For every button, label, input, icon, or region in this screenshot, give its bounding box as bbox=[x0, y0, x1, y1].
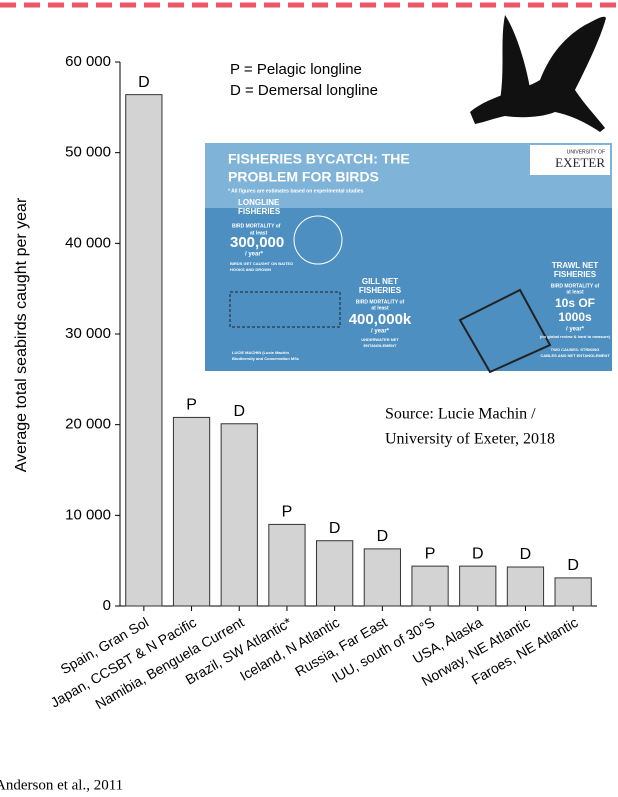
bird-wing bbox=[500, 15, 530, 100]
trawl-net bbox=[458, 288, 552, 374]
inset-title: PROBLEM FOR BIRDS bbox=[228, 169, 379, 185]
inset-text: TRAWL NET bbox=[552, 261, 599, 270]
gear-label: D bbox=[233, 403, 245, 420]
bar bbox=[316, 540, 354, 607]
inset-text: GILL NET bbox=[362, 277, 398, 286]
gear-label: D bbox=[472, 545, 484, 562]
gear-label: D bbox=[567, 557, 579, 574]
bar bbox=[268, 523, 306, 607]
inset-text: LONGLINE bbox=[238, 198, 280, 207]
source: Source: Lucie Machin / bbox=[385, 406, 536, 423]
inset-text: at least bbox=[250, 230, 268, 236]
inset-text: ENTANGLEMENT bbox=[363, 343, 397, 348]
y-tick-label: 60 000 bbox=[65, 53, 111, 70]
inset-text: LUCIE MACHIN (Lucie Machin bbox=[232, 350, 289, 355]
inset-text: Biodiversity and Conservation MSc bbox=[232, 356, 300, 361]
inset-text: 400,000k bbox=[349, 311, 412, 328]
logo: UNIVERSITY OF bbox=[567, 149, 605, 155]
y-tick-label: 30 000 bbox=[65, 325, 111, 342]
credit: Anderson et al., 2011 bbox=[0, 777, 123, 793]
y-axis-label: Average total seabirds caught per year bbox=[13, 197, 30, 472]
bar bbox=[125, 94, 163, 607]
inset-text: TWO CAUSES: STRIKING bbox=[551, 347, 600, 352]
y-tick-label: 10 000 bbox=[65, 506, 111, 523]
inset-text: FISHERIES bbox=[554, 270, 597, 279]
gear-label: P bbox=[282, 504, 293, 521]
inset-text: FISHERIES bbox=[238, 207, 281, 216]
inset-text: / year* bbox=[245, 252, 264, 258]
inset-title: FISHERIES BYCATCH: THE bbox=[228, 151, 410, 167]
bird-silhouette bbox=[470, 16, 606, 132]
inset-text: CABLES AND NET ENTANGLEMENT bbox=[540, 353, 610, 358]
inset-text: 300,000 bbox=[230, 234, 284, 251]
inset: FISHERIES BYCATCH: THE PROBLEM FOR BIRDS… bbox=[205, 143, 612, 374]
y-tick-label: 40 000 bbox=[65, 234, 111, 251]
inset-text: BIRDS GET CAUGHT ON BAITED bbox=[230, 261, 293, 266]
logo-bg bbox=[530, 145, 610, 175]
inset-note: * All figures are estimates based on exp… bbox=[228, 188, 364, 194]
inset-text: 10s OF bbox=[555, 296, 595, 310]
inset-text: BIRD MORTALITY of bbox=[551, 283, 600, 289]
inset-text: / year* bbox=[566, 327, 585, 333]
bar bbox=[554, 577, 592, 607]
y-tick-label: 0 bbox=[103, 597, 111, 614]
inset-text: / year* bbox=[371, 329, 390, 335]
inset-text: (no global review & hard to measure) bbox=[540, 334, 611, 339]
gear-label: D bbox=[329, 520, 341, 537]
inset-text: FISHERIES bbox=[359, 286, 402, 295]
inset-text: UNDERWATER NET bbox=[361, 337, 399, 342]
bar bbox=[172, 416, 211, 607]
inset-text: BIRD MORTALITY of bbox=[232, 223, 281, 229]
inset-text: BIRD MORTALITY of bbox=[356, 299, 405, 305]
inset-text: at least bbox=[566, 289, 584, 295]
gear-label: D bbox=[377, 528, 389, 545]
bar bbox=[363, 548, 401, 607]
inset-text: 1000s bbox=[558, 310, 592, 324]
bar bbox=[459, 565, 497, 607]
source: University of Exeter, 2018 bbox=[385, 431, 555, 448]
inset-text: at least bbox=[371, 305, 389, 311]
bar bbox=[506, 566, 545, 607]
y-tick-label: 20 000 bbox=[65, 416, 111, 433]
y-tick-label: 50 000 bbox=[65, 144, 111, 161]
gear-label: P bbox=[186, 397, 197, 414]
gill-net bbox=[229, 291, 341, 328]
inset-circle bbox=[293, 215, 343, 265]
bar bbox=[220, 423, 258, 607]
legend-text: D = Demersal longline bbox=[230, 82, 378, 99]
gear-label: D bbox=[138, 74, 150, 91]
bar bbox=[411, 565, 449, 607]
gear-label: P bbox=[425, 545, 436, 562]
gear-label: D bbox=[520, 546, 532, 563]
legend-text: P = Pelagic longline bbox=[230, 61, 362, 78]
logo: EXETER bbox=[555, 155, 605, 170]
inset-text: HOOKS AND DROWN bbox=[230, 267, 271, 272]
